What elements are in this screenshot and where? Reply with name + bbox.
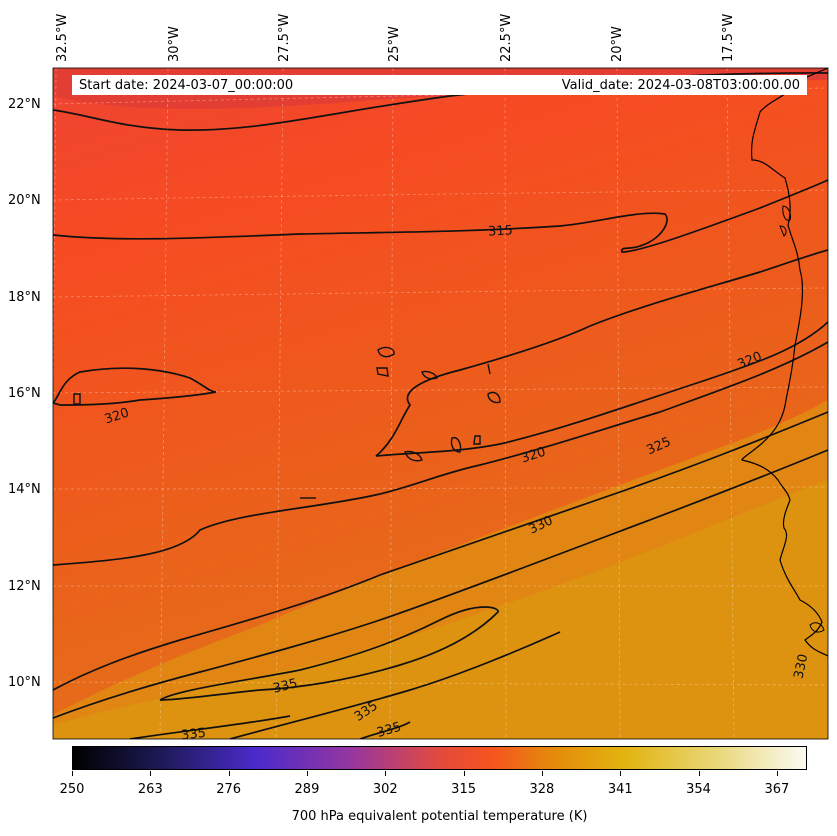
lat-label: 16°N <box>8 386 41 401</box>
date-header: Start date: 2024-03-07_00:00:00 Valid_da… <box>72 75 807 95</box>
colorbar-tick-label: 276 <box>216 782 242 797</box>
map-frame <box>52 67 829 740</box>
colorbar-tick-mark <box>463 771 465 776</box>
colorbar-tick-mark <box>72 771 73 776</box>
contour-335-d <box>359 721 411 739</box>
colorbar-tick-mark <box>698 771 700 776</box>
colorbar-label: 700 hPa equivalent potential temperature… <box>291 809 588 824</box>
contour-label: 335 <box>180 726 206 744</box>
contour-320-close <box>375 321 828 457</box>
colorbar-tick-label: 354 <box>686 782 711 797</box>
colorbar-tick-mark <box>620 771 622 776</box>
contour-335-a <box>159 606 499 701</box>
contour-320-mid <box>375 249 828 457</box>
colorbar-tick-label: 250 <box>59 782 85 797</box>
lon-label: 32.5°W <box>55 13 70 62</box>
lat-label: 14°N <box>8 482 41 497</box>
lon-label: 17.5°W <box>721 13 736 62</box>
colorbar-tick-mark <box>228 771 230 776</box>
colorbar-tick-label: 341 <box>607 782 633 797</box>
contour-320-south <box>53 341 828 566</box>
colorbar-tick-label: 328 <box>529 782 555 797</box>
lat-label: 12°N <box>8 579 41 594</box>
contour-label: 330 <box>792 653 812 680</box>
lon-label: 22.5°W <box>499 13 514 62</box>
islands <box>73 346 501 499</box>
lat-label: 18°N <box>8 290 41 305</box>
colorbar-tick-label: 315 <box>451 782 477 797</box>
contour-335-c <box>129 715 291 739</box>
contour-label: 335 <box>375 720 403 741</box>
coastline <box>741 68 828 657</box>
contour-label: 320 <box>103 405 131 427</box>
colorbar-gradient <box>72 746 807 770</box>
colorbar-tick-mark <box>541 771 543 776</box>
contour-label: 320 <box>519 445 547 467</box>
colorbar-tick-mark <box>150 771 152 776</box>
lat-label: 20°N <box>8 193 41 208</box>
colorbar-tick-label: 289 <box>294 782 320 797</box>
colorbar-tick-label: 263 <box>137 782 163 797</box>
lat-label: 22°N <box>8 97 41 112</box>
contour-335-b <box>229 631 561 739</box>
lon-label: 25°W <box>387 26 402 62</box>
colorbar <box>72 746 807 770</box>
contour-label-group: 315 320 320 320 325 330 330 335 335 335 … <box>103 223 812 743</box>
contour-325 <box>53 411 828 691</box>
colorbar-tick-label: 367 <box>764 782 790 797</box>
lon-label: 20°W <box>610 26 625 62</box>
start-date: Start date: 2024-03-07_00:00:00 <box>79 78 294 93</box>
contour-320-west <box>53 367 217 406</box>
colorbar-tick-mark <box>776 771 778 776</box>
contour-label: 335 <box>271 676 299 697</box>
valid-date: Valid_date: 2024-03-08T03:00:00.00 <box>561 78 800 93</box>
colorbar-tick-mark <box>306 771 308 776</box>
contour-label: 315 <box>488 223 514 239</box>
lat-label: 10°N <box>8 675 41 690</box>
lon-label: 27.5°W <box>277 13 292 62</box>
colorbar-tick-mark <box>385 771 387 776</box>
colorbar-tick-label: 302 <box>372 782 398 797</box>
contour-315 <box>53 179 828 253</box>
lon-label: 30°W <box>167 26 182 62</box>
warm-band-inner <box>53 480 828 739</box>
contour-330 <box>53 449 828 719</box>
